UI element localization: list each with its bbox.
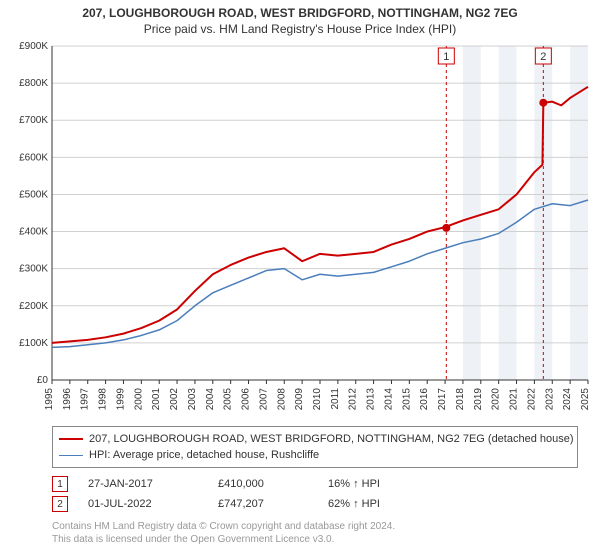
svg-text:2002: 2002 <box>169 388 180 411</box>
svg-text:2016: 2016 <box>419 388 430 411</box>
svg-text:2004: 2004 <box>205 388 216 411</box>
sale-index-badge: 1 <box>52 476 68 492</box>
svg-text:2022: 2022 <box>526 388 537 411</box>
svg-text:2005: 2005 <box>223 388 234 411</box>
svg-text:2010: 2010 <box>312 388 323 411</box>
svg-text:£100K: £100K <box>19 338 48 349</box>
svg-text:1999: 1999 <box>115 388 126 411</box>
footer-attribution: Contains HM Land Registry data © Crown c… <box>52 520 578 546</box>
svg-text:2000: 2000 <box>133 388 144 411</box>
svg-text:2023: 2023 <box>544 388 555 411</box>
svg-text:2012: 2012 <box>348 388 359 411</box>
svg-text:2017: 2017 <box>437 388 448 411</box>
legend-swatch <box>59 455 83 456</box>
svg-text:2011: 2011 <box>330 388 341 410</box>
svg-text:2018: 2018 <box>455 388 466 411</box>
sale-index-badge: 2 <box>52 496 68 512</box>
svg-text:£400K: £400K <box>19 227 48 238</box>
svg-text:2009: 2009 <box>294 388 305 411</box>
svg-text:1: 1 <box>443 51 449 63</box>
svg-text:1996: 1996 <box>62 388 73 411</box>
svg-text:£800K: £800K <box>19 78 48 89</box>
sales-table: 1 27-JAN-2017£410,00016% ↑ HPI 2 01-JUL-202… <box>52 474 578 514</box>
sale-delta: 62% ↑ HPI <box>328 498 438 510</box>
svg-text:2015: 2015 <box>401 388 412 411</box>
svg-text:2025: 2025 <box>580 388 591 411</box>
legend: 207, LOUGHBOROUGH ROAD, WEST BRIDGFORD, … <box>52 426 578 468</box>
chart-subtitle: Price paid vs. HM Land Registry's House … <box>4 22 596 36</box>
sale-row: 2 01-JUL-2022£747,20762% ↑ HPI <box>52 494 578 514</box>
svg-text:£600K: £600K <box>19 152 48 163</box>
svg-text:2007: 2007 <box>258 388 269 411</box>
legend-swatch <box>59 438 83 440</box>
price-chart: £0 £100K £200K £300K £400K £500K £600K £700K £80… <box>4 40 596 420</box>
svg-text:£300K: £300K <box>19 264 48 275</box>
sale-delta: 16% ↑ HPI <box>328 478 438 490</box>
sale-row: 1 27-JAN-2017£410,00016% ↑ HPI <box>52 474 578 494</box>
svg-text:£900K: £900K <box>19 41 48 52</box>
svg-text:£500K: £500K <box>19 189 48 200</box>
legend-item: 207, LOUGHBOROUGH ROAD, WEST BRIDGFORD, … <box>59 431 571 447</box>
svg-text:2003: 2003 <box>187 388 198 411</box>
svg-text:1995: 1995 <box>44 388 55 411</box>
svg-text:£700K: £700K <box>19 115 48 126</box>
footer-line-1: Contains HM Land Registry data © Crown c… <box>52 520 578 533</box>
footer-line-2: This data is licensed under the Open Gov… <box>52 533 578 546</box>
svg-text:2020: 2020 <box>491 388 502 411</box>
chart-title: 207, LOUGHBOROUGH ROAD, WEST BRIDGFORD, … <box>4 6 596 20</box>
svg-text:2019: 2019 <box>473 388 484 411</box>
legend-label: HPI: Average price, detached house, Rush… <box>89 449 319 461</box>
svg-text:2001: 2001 <box>151 388 162 411</box>
svg-text:2: 2 <box>540 51 546 63</box>
svg-text:2024: 2024 <box>562 388 573 411</box>
svg-text:1997: 1997 <box>80 388 91 411</box>
svg-text:1998: 1998 <box>98 388 109 411</box>
legend-item: HPI: Average price, detached house, Rush… <box>59 447 571 463</box>
svg-text:2013: 2013 <box>366 388 377 411</box>
svg-text:2006: 2006 <box>241 388 252 411</box>
svg-text:£200K: £200K <box>19 301 48 312</box>
sale-date: 01-JUL-2022 <box>88 498 218 510</box>
svg-text:2021: 2021 <box>509 388 520 411</box>
svg-text:2014: 2014 <box>383 388 394 411</box>
svg-text:2008: 2008 <box>276 388 287 411</box>
sale-price: £410,000 <box>218 478 328 490</box>
sale-date: 27-JAN-2017 <box>88 478 218 490</box>
legend-label: 207, LOUGHBOROUGH ROAD, WEST BRIDGFORD, … <box>89 433 574 445</box>
sale-price: £747,207 <box>218 498 328 510</box>
svg-text:£0: £0 <box>37 375 49 386</box>
